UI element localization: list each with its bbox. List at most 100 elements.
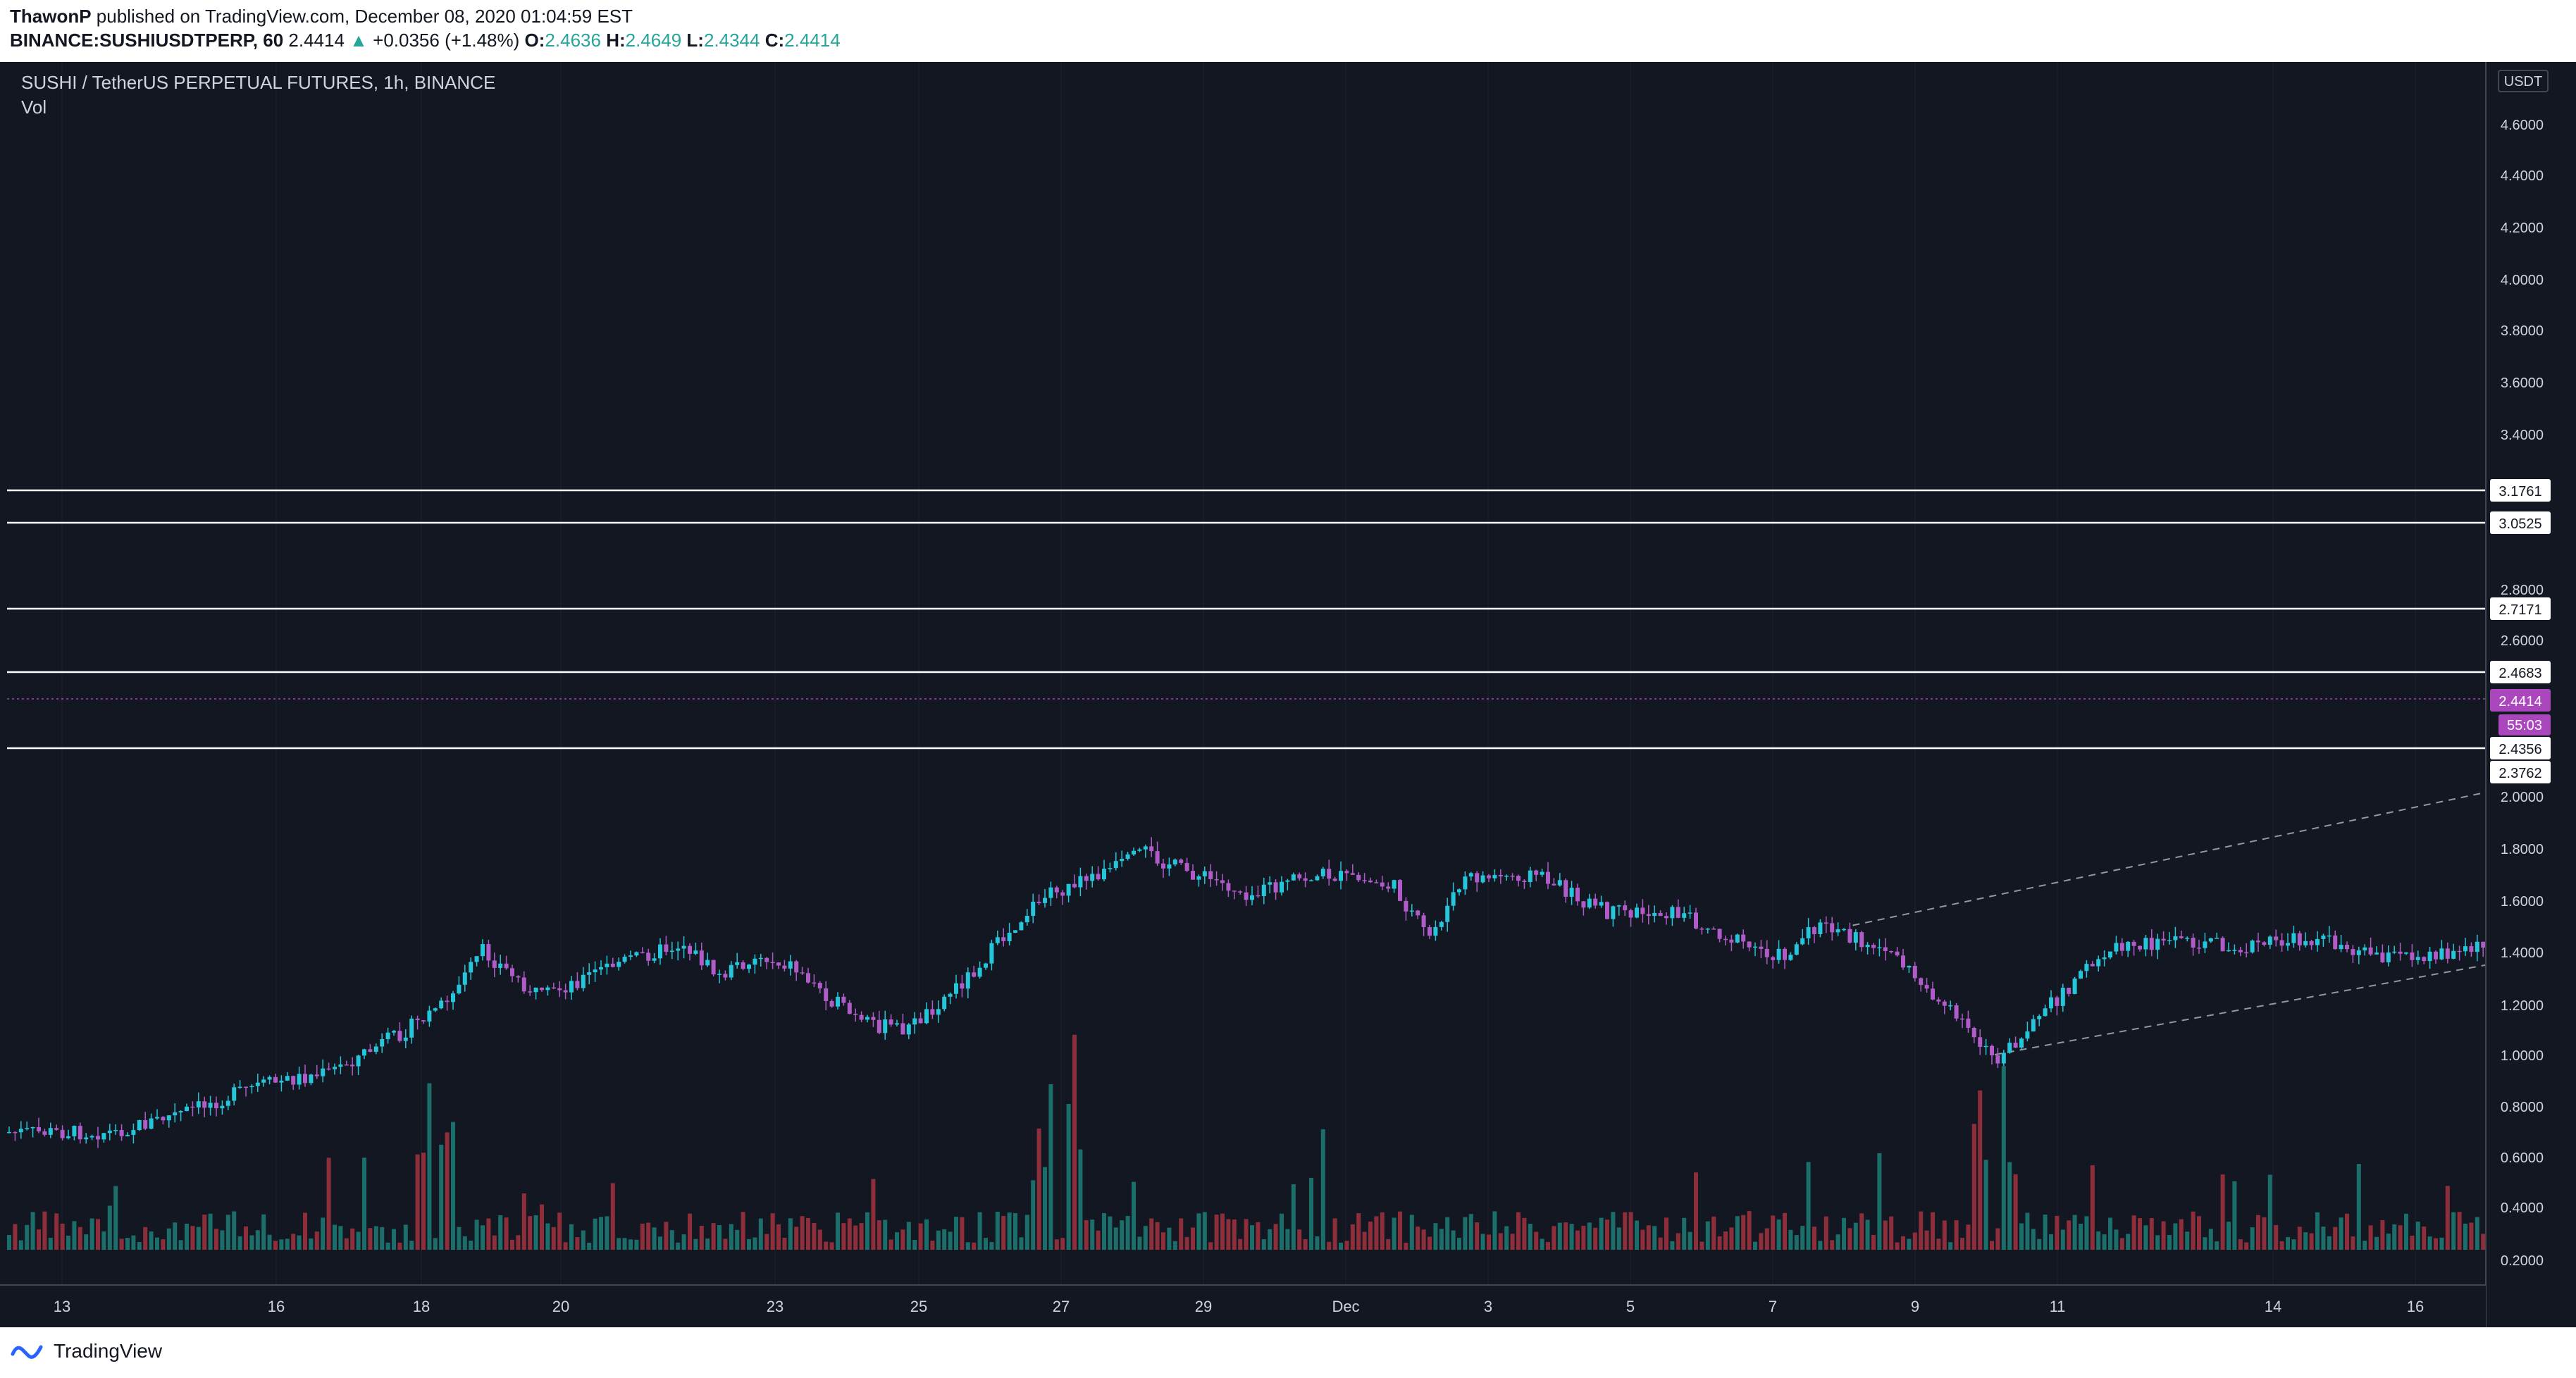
volume-bar xyxy=(415,1154,420,1250)
candle-body xyxy=(1534,870,1539,875)
candle-body xyxy=(1327,869,1332,879)
volume-bar xyxy=(362,1157,366,1250)
volume-bar xyxy=(1374,1216,1379,1250)
volume-bar xyxy=(770,1213,775,1250)
candle-body xyxy=(693,950,698,954)
price-axis[interactable]: USDT 4.6000 4.4000 4.2000 4.0000 3.8000 3.600… xyxy=(2485,62,2576,1327)
publish-info: ThawonP published on TradingView.com, De… xyxy=(10,6,633,27)
volume-bar xyxy=(1291,1184,1296,1250)
candle-body xyxy=(2321,936,2326,939)
candle-body xyxy=(1386,886,1391,889)
volume-bar xyxy=(78,1227,82,1250)
volume-bar xyxy=(2380,1219,2385,1250)
candle-body xyxy=(741,962,745,969)
candle-body xyxy=(403,1037,408,1041)
candle-body xyxy=(54,1128,59,1130)
candle-body xyxy=(723,974,728,978)
volume-bar xyxy=(504,1217,509,1250)
candle-body xyxy=(1167,864,1172,869)
candle-body xyxy=(1120,858,1125,862)
candle-body xyxy=(385,1032,390,1039)
level-badge xyxy=(2490,737,2551,759)
candle-body xyxy=(575,981,580,988)
price-tick-label: 2.8000 xyxy=(2501,583,2544,598)
volume-bar xyxy=(2025,1212,2030,1250)
volume-bar xyxy=(1646,1225,1651,1250)
volume-bar xyxy=(1688,1231,1692,1250)
candle-body xyxy=(906,1024,911,1035)
time-tick-label: 11 xyxy=(2050,1298,2066,1315)
price-chart[interactable]: 0.2717 (11.04%) 27170.5817 (23.56%) 5817… xyxy=(0,62,2576,1327)
volume-bar xyxy=(2155,1235,2160,1250)
candle-body xyxy=(1339,871,1343,881)
volume-bar xyxy=(185,1223,189,1250)
volume-bar xyxy=(2227,1222,2231,1250)
volume-bar xyxy=(84,1234,89,1250)
volume-bar xyxy=(297,1235,302,1250)
candle-body xyxy=(1244,892,1249,900)
candle-body xyxy=(1676,907,1680,918)
candle-body xyxy=(291,1076,296,1085)
candle-body xyxy=(1616,905,1621,907)
candle-body xyxy=(1404,900,1408,912)
volume-bar xyxy=(1155,1222,1160,1250)
volume-bar xyxy=(900,1229,905,1250)
candle-body xyxy=(107,1130,112,1134)
candle-body xyxy=(599,967,603,970)
volume-bar xyxy=(676,1242,681,1250)
candle-body xyxy=(2427,951,2432,962)
time-axis-background xyxy=(0,1285,2486,1327)
candle-body xyxy=(912,1018,917,1025)
candle-body xyxy=(2143,938,2148,950)
candle-body xyxy=(640,952,645,954)
candle-body xyxy=(1202,871,1207,876)
volume-bar xyxy=(2220,1174,2225,1250)
volume-bar xyxy=(2363,1241,2367,1250)
candle-body xyxy=(1492,874,1497,879)
candle-body xyxy=(1019,922,1024,931)
candle-body xyxy=(569,981,574,993)
tradingview-brand[interactable]: TradingView xyxy=(10,1340,162,1363)
candle-body xyxy=(2025,1031,2030,1039)
candle-body xyxy=(646,952,651,961)
candle-body xyxy=(1433,926,1438,936)
volume-bar xyxy=(729,1224,733,1250)
horizontal-levels[interactable] xyxy=(7,489,2486,750)
volume-bar xyxy=(1901,1236,1905,1250)
chart-background xyxy=(0,62,2576,1327)
volume-bar xyxy=(954,1217,958,1250)
candle-body xyxy=(533,987,538,993)
candle-body xyxy=(1670,907,1675,919)
candle-body xyxy=(1090,874,1095,881)
volume-bar xyxy=(948,1231,953,1250)
time-axis[interactable]: 13 16 18 20 23 25 27 29 Dec 3 5 7 9 11 14 16 xyxy=(0,1284,2486,1327)
level-badge-label: 2.4356 xyxy=(2498,742,2541,757)
candle-body xyxy=(1036,901,1041,903)
price-tick-label: 1.2000 xyxy=(2501,998,2544,1014)
volume-bar xyxy=(1830,1240,1835,1250)
candle-body xyxy=(2072,979,2077,994)
candle-body xyxy=(1416,910,1420,916)
candle-body xyxy=(895,1023,899,1025)
volume-bar xyxy=(2415,1221,2420,1250)
volume-bar xyxy=(2463,1223,2467,1250)
candle-body xyxy=(1978,1037,1983,1047)
volume-bar xyxy=(1356,1213,1361,1250)
volume-bar xyxy=(972,1242,977,1250)
candle-body xyxy=(60,1129,65,1138)
volume-bar xyxy=(1468,1214,1473,1250)
volume-bar xyxy=(1120,1220,1125,1250)
candle-body xyxy=(1717,929,1722,939)
volume-bar xyxy=(1682,1217,1687,1250)
volume-bar xyxy=(237,1236,242,1250)
volume-bar xyxy=(1191,1227,1195,1250)
volume-bar xyxy=(569,1224,574,1250)
candle-body xyxy=(593,969,597,973)
volume-bar xyxy=(1421,1229,1426,1250)
volume-bar xyxy=(2161,1221,2166,1250)
volume-bar xyxy=(1273,1224,1278,1250)
time-tick-label: 25 xyxy=(910,1298,927,1315)
volume-bar xyxy=(403,1224,408,1250)
author-name[interactable]: ThawonP xyxy=(10,6,92,27)
volume-bar xyxy=(587,1242,592,1250)
